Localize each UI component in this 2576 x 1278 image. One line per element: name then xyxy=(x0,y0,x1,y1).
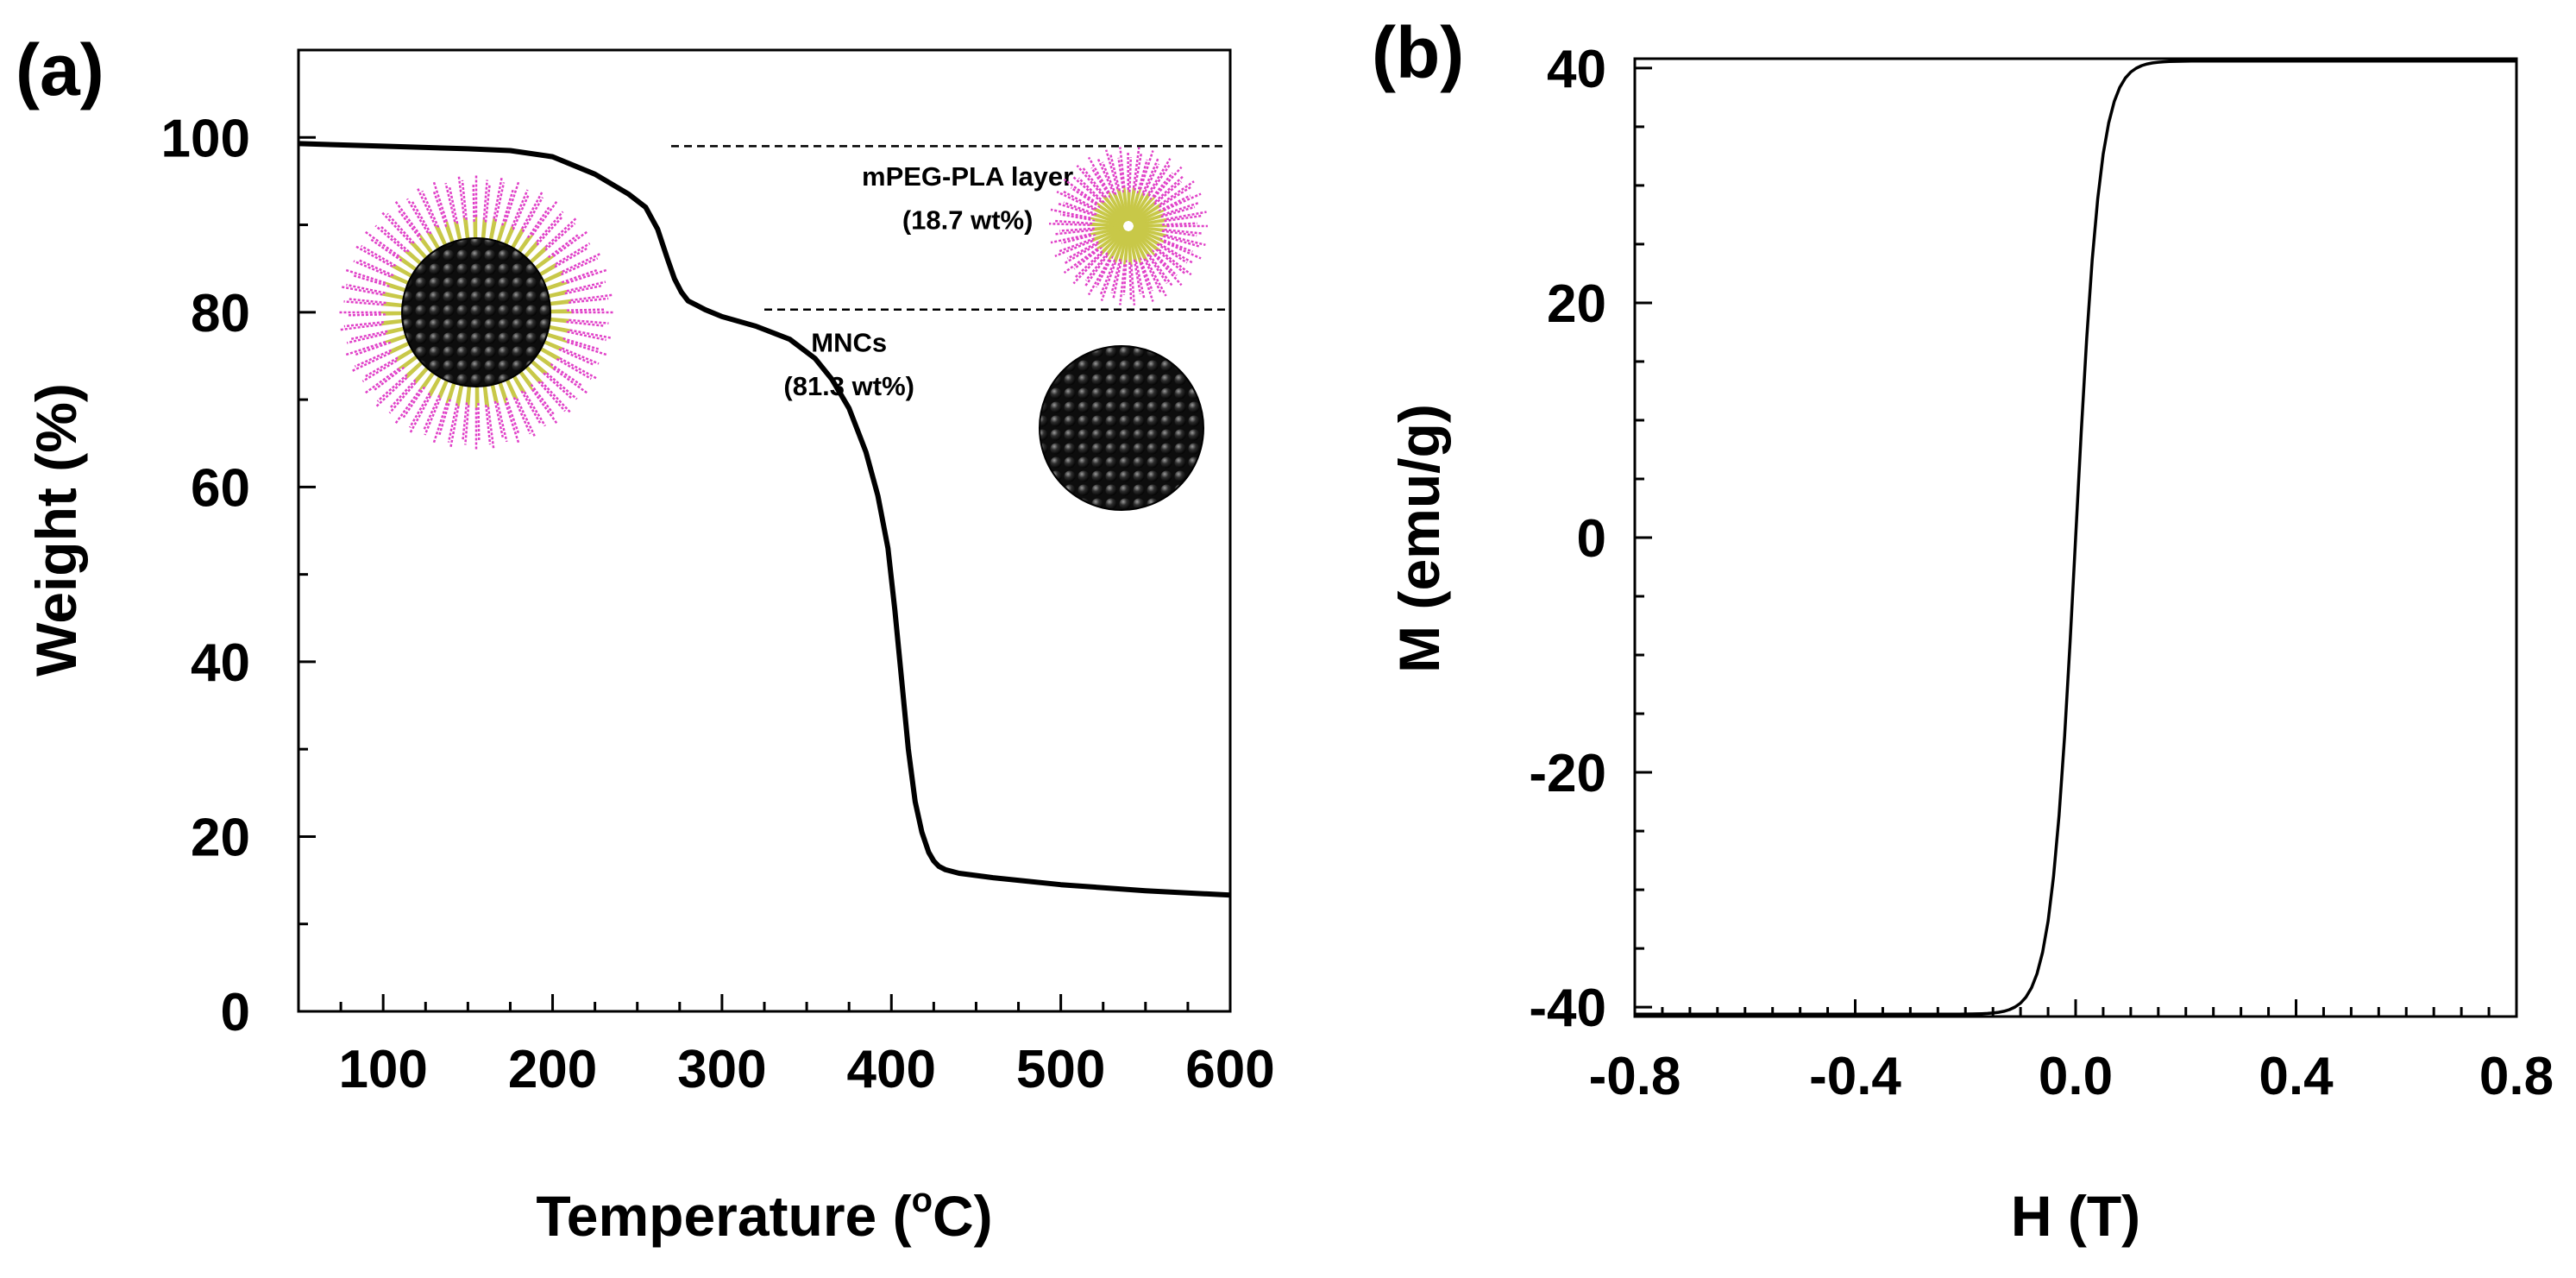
nanocrystal-core-icon xyxy=(1039,345,1204,511)
x-tick-label-b: 0.4 xyxy=(2259,1047,2334,1106)
y-tick-label-b: 40 xyxy=(1547,40,1606,99)
x-axis-label-a: Temperature (oC) xyxy=(536,1181,992,1248)
x-tick-label-a: 400 xyxy=(847,1040,936,1099)
tick-labels-a: 100 200 300 400 500 600 0 20 40 60 80 100 xyxy=(161,109,1275,1099)
series-line-mh xyxy=(1635,59,2516,1017)
y-tick-label-a: 100 xyxy=(161,109,250,168)
x-tick-label-a: 500 xyxy=(1016,1040,1105,1099)
x-tick-label-a: 300 xyxy=(677,1040,766,1099)
reference-lines-a xyxy=(671,145,1226,312)
annotation-label: mPEG-PLA layer xyxy=(862,161,1073,192)
y-tick-label-b: 20 xyxy=(1547,274,1606,334)
x-axis-label-b: H (T) xyxy=(2011,1184,2140,1248)
x-tick-label-b: -0.4 xyxy=(1809,1047,1901,1106)
annotations-a: mPEG-PLA layer (18.7 wt%) MNCs (81.3 wt%) xyxy=(783,161,1073,401)
series-line-tga xyxy=(298,141,1231,898)
panel-b-mh-chart: (b) -0.8 -0.4 0.0 0.4 0.8 -40 -20 0 20 40 H (T) M… xyxy=(1372,12,2554,1248)
polymer-shell-icon xyxy=(1049,147,1208,305)
panel-a-tga-chart: (a) 100 200 300 400 500 600 0 20 40 60 80 100 mPEG-… xyxy=(16,29,1275,1248)
y-axis-label-b: M (emu/g) xyxy=(1387,404,1451,673)
plot-frame-a xyxy=(297,48,1232,1013)
tick-labels-b: -0.8 -0.4 0.0 0.4 0.8 -40 -20 0 20 40 xyxy=(1529,40,2554,1106)
annotation-label: (18.7 wt%) xyxy=(902,205,1034,236)
y-tick-label-a: 60 xyxy=(191,458,250,518)
panel-label-b: (b) xyxy=(1372,12,1464,93)
y-tick-label-b: -20 xyxy=(1529,744,1606,803)
y-tick-label-b: -40 xyxy=(1529,979,1606,1038)
x-tick-label-a: 600 xyxy=(1185,1040,1274,1099)
annotation-label: (81.3 wt%) xyxy=(783,371,914,401)
core-shell-micelle-icon xyxy=(338,174,614,450)
y-tick-label-a: 40 xyxy=(191,633,250,693)
axis-ticks-a xyxy=(297,48,1232,1013)
panel-label-a: (a) xyxy=(16,29,104,110)
y-tick-label-a: 20 xyxy=(191,808,250,867)
y-tick-label-a: 80 xyxy=(191,284,250,343)
y-axis-label-a: Weight (%) xyxy=(24,383,88,677)
annotation-label: MNCs xyxy=(811,327,887,357)
x-tick-label-b: 0.0 xyxy=(2039,1047,2113,1106)
x-tick-label-a: 100 xyxy=(338,1040,427,1099)
y-tick-label-b: 0 xyxy=(1577,509,1606,569)
x-tick-label-b: 0.8 xyxy=(2479,1047,2554,1106)
y-tick-label-a: 0 xyxy=(221,983,250,1042)
x-tick-label-b: -0.8 xyxy=(1589,1047,1681,1106)
x-tick-label-a: 200 xyxy=(508,1040,597,1099)
